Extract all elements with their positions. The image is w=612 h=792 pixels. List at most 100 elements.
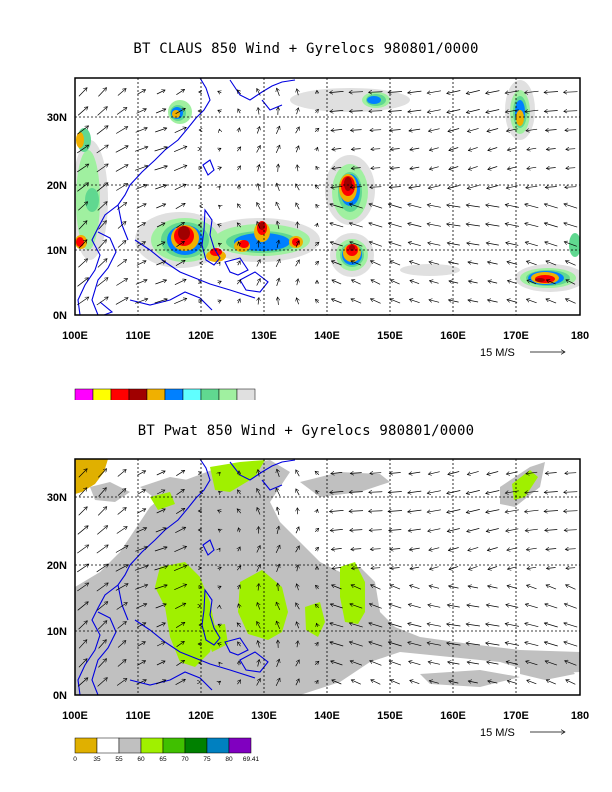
wind-arrow (467, 528, 480, 531)
wind-arrow (116, 527, 127, 534)
panel1-lon-label: 130E (251, 330, 277, 342)
wind-arrow (276, 621, 281, 630)
wind-arrow (315, 585, 318, 588)
wind-arrow (527, 680, 537, 685)
wind-arrow (545, 604, 558, 609)
wind-arrow (115, 546, 128, 553)
wind-arrow (297, 641, 298, 648)
panel1-lon-label: 100E (62, 330, 88, 342)
panel1-frame (74, 77, 581, 316)
colorbar-label: 65 (159, 756, 167, 763)
wind-arrow (236, 566, 241, 571)
wind-arrow (488, 586, 498, 588)
wind-arrow (544, 111, 558, 112)
wind-arrow (351, 168, 361, 169)
wind-arrow (332, 148, 342, 149)
colorbar-swatch (146, 388, 166, 400)
wind-arrow (331, 186, 343, 187)
wind-arrow (176, 508, 185, 514)
wind-arrow (488, 166, 498, 170)
wind-arrow (116, 126, 128, 134)
wind-arrow (137, 242, 146, 247)
panel1-lon-labels: 100E 110E 120E 130E 140E 150E 160E 170E … (62, 330, 589, 342)
wind-arrow (546, 549, 557, 550)
wind-arrow (218, 281, 222, 283)
wind-arrow (117, 222, 126, 229)
wind-arrow (351, 585, 362, 590)
wind-arrow (257, 127, 259, 134)
wind-arrow (564, 511, 578, 512)
wind-arrow (332, 585, 342, 590)
wind-arrow (408, 204, 422, 209)
wind-arrow (316, 147, 317, 150)
wind-arrow (466, 624, 480, 626)
wind-arrow (371, 680, 381, 685)
wind-arrow (175, 622, 185, 628)
wind-arrow (350, 604, 363, 609)
wind-arrow (564, 92, 578, 93)
wind-arrow (154, 299, 168, 304)
wind-arrow (297, 565, 298, 572)
wind-arrow (314, 242, 319, 245)
wind-arrow (369, 604, 382, 609)
wind-arrow (238, 585, 240, 590)
wind-arrow (218, 624, 221, 626)
wind-arrow (238, 547, 240, 552)
wind-arrow (447, 643, 461, 645)
wind-arrow (427, 90, 441, 93)
wind-arrow (96, 297, 108, 306)
wind-arrow (468, 262, 479, 264)
wind-arrow (154, 566, 168, 571)
wind-arrow (277, 507, 279, 515)
wind-arrow (448, 128, 460, 132)
wind-arrow (331, 661, 343, 666)
wind-arrow (429, 567, 439, 570)
wind-arrow (466, 109, 480, 112)
wind-arrow (77, 583, 88, 592)
wind-arrow (388, 204, 402, 209)
wind-arrow (238, 299, 240, 304)
wind-arrow (468, 166, 478, 169)
wind-arrow (238, 642, 241, 647)
wind-arrow (136, 261, 146, 266)
wind-arrow (77, 145, 89, 154)
wind-arrow (316, 642, 318, 645)
wind-arrow (349, 511, 364, 512)
panel1-colorbar: 188194200206218230242248254260266 (74, 388, 256, 400)
wind-arrow (486, 205, 500, 207)
colorbar-label: 35 (93, 756, 101, 763)
wind-arrow (136, 204, 146, 209)
wind-arrow (296, 298, 298, 305)
wind-arrow (277, 88, 280, 97)
wind-arrow (565, 261, 576, 266)
wind-arrow (277, 221, 279, 229)
wind-arrow (135, 128, 148, 133)
wind-arrow (256, 546, 260, 553)
wind-arrow (174, 184, 186, 191)
wind-arrow (566, 280, 576, 285)
wind-arrow (506, 528, 519, 531)
wind-arrow (295, 660, 300, 667)
wind-arrow (330, 491, 344, 492)
wind-arrow (486, 109, 500, 113)
wind-arrow (565, 130, 577, 131)
wind-arrow (117, 508, 127, 515)
wind-arrow (525, 223, 539, 228)
panel2-colorbar: 0 35 55 60 65 70 75 80 69.41 (73, 737, 260, 763)
wind-arrow (525, 642, 539, 647)
wind-arrow (77, 678, 88, 687)
wind-arrow (486, 605, 499, 607)
wind-arrow (136, 109, 147, 114)
wind-arrow (331, 472, 343, 473)
wind-arrow (545, 530, 558, 531)
wind-arrow (447, 109, 461, 113)
wind-arrow (275, 545, 280, 554)
wind-arrow (156, 623, 166, 628)
wind-arrow (316, 490, 318, 493)
wind-arrow (389, 187, 401, 188)
wind-arrow (78, 659, 87, 668)
wind-arrow (156, 509, 166, 514)
wind-arrow (427, 109, 441, 113)
wind-arrow (427, 490, 441, 494)
wind-arrow (258, 108, 259, 115)
